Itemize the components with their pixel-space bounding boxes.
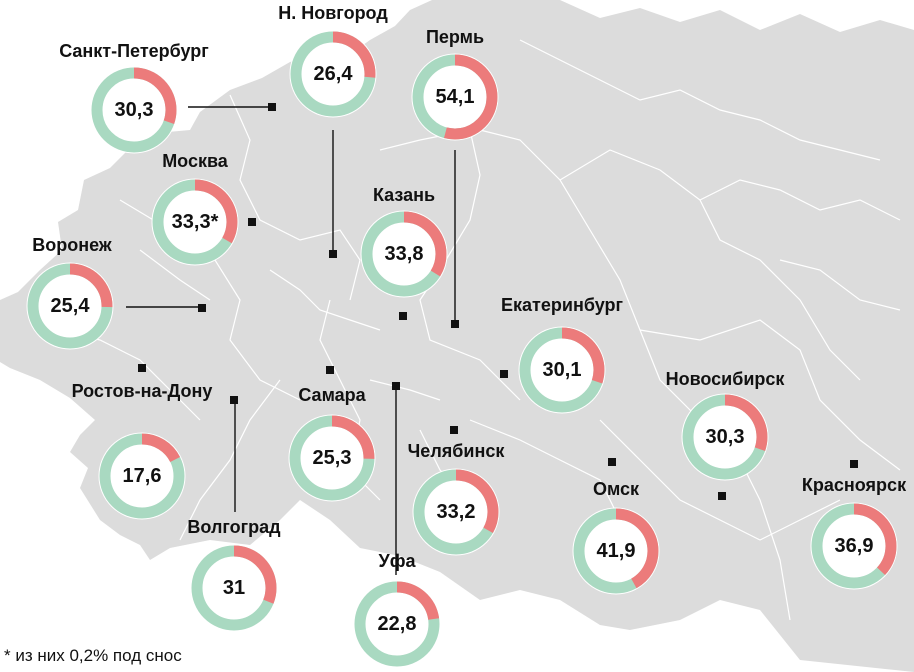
city-value-moscow: 33,3* <box>171 211 219 233</box>
city-name-nizhny-novgorod: Н. Новгород <box>278 3 388 23</box>
ring-background <box>288 414 376 502</box>
ring-share-voronezh <box>27 263 113 349</box>
city-name-perm: Пермь <box>425 27 485 47</box>
city-value-samara: 25,3 <box>312 447 352 469</box>
ring-share-krasnoyarsk <box>811 503 897 589</box>
ring-background <box>151 178 239 266</box>
ring-share-kazan <box>361 211 447 297</box>
city-marker <box>608 458 616 466</box>
ring-share-chelyabinsk <box>413 469 499 555</box>
ring-share-saint-petersburg <box>91 67 177 153</box>
city-name-kazan: Казань <box>372 185 436 205</box>
donut-rings <box>26 30 898 668</box>
city-marker <box>718 492 726 500</box>
ring-background <box>681 393 769 481</box>
ring-background <box>518 326 606 414</box>
city-name-voronezh: Воронеж <box>32 235 112 255</box>
ring-share-samara <box>289 415 375 501</box>
city-marker <box>500 370 508 378</box>
city-marker <box>392 382 400 390</box>
ring-share-rostov <box>99 433 185 519</box>
city-value-voronezh: 25,4 <box>50 295 90 317</box>
city-value-perm: 54,1 <box>435 86 475 108</box>
ring-share-perm <box>412 54 498 140</box>
city-value-krasnoyarsk: 36,9 <box>834 535 874 557</box>
city-value-yekaterinburg: 30,1 <box>542 359 582 381</box>
ring-background <box>26 262 114 350</box>
city-value-ufa: 22,8 <box>377 613 417 635</box>
city-markers <box>138 103 858 500</box>
city-marker <box>230 396 238 404</box>
city-name-ufa: Уфа <box>378 551 416 571</box>
city-name-novosibirsk: Новосибирск <box>665 369 785 389</box>
ring-background <box>190 544 278 632</box>
city-name-chelyabinsk: Челябинск <box>407 441 505 461</box>
ring-share-nizhny-novgorod <box>290 31 376 117</box>
city-marker <box>326 366 334 374</box>
city-value-nizhny-novgorod: 26,4 <box>313 63 353 85</box>
ring-background <box>412 468 500 556</box>
city-value-omsk: 41,9 <box>596 540 636 562</box>
ring-background <box>90 66 178 154</box>
ring-share-moscow <box>152 179 238 265</box>
city-name-krasnoyarsk: Красноярск <box>801 475 907 495</box>
ring-share-ufa <box>354 581 440 667</box>
city-name-rostov: Ростов-на-Дону <box>71 381 213 401</box>
city-name-samara: Самара <box>298 385 366 405</box>
city-value-kazan: 33,8 <box>384 243 424 265</box>
ring-background <box>98 432 186 520</box>
city-marker <box>450 426 458 434</box>
city-marker <box>850 460 858 468</box>
footnote: * из них 0,2% под снос <box>4 646 182 665</box>
ring-background <box>572 507 660 595</box>
ring-background <box>360 210 448 298</box>
ring-background <box>411 53 499 141</box>
ring-share-volgograd <box>191 545 277 631</box>
city-value-rostov: 17,6 <box>122 465 162 487</box>
city-name-moscow: Москва <box>162 151 228 171</box>
city-name-yekaterinburg: Екатеринбург <box>501 295 623 315</box>
city-marker <box>268 103 276 111</box>
ring-share-omsk <box>573 508 659 594</box>
city-value-saint-petersburg: 30,3 <box>114 99 154 121</box>
ring-background <box>289 30 377 118</box>
city-marker <box>399 312 407 320</box>
leader-lines <box>126 106 456 575</box>
city-marker <box>248 218 256 226</box>
city-value-novosibirsk: 30,3 <box>705 426 745 448</box>
city-marker <box>451 320 459 328</box>
city-name-omsk: Омск <box>592 479 640 499</box>
city-marker <box>138 364 146 372</box>
city-value-volgograd: 31 <box>222 577 246 599</box>
city-marker <box>329 250 337 258</box>
ring-background <box>353 580 441 668</box>
ring-background <box>810 502 898 590</box>
city-marker <box>198 304 206 312</box>
city-name-volgograd: Волгоград <box>187 517 281 537</box>
ring-share-yekaterinburg <box>519 327 605 413</box>
city-value-chelyabinsk: 33,2 <box>436 501 476 523</box>
ring-share-novosibirsk <box>682 394 768 480</box>
city-name-saint-petersburg: Санкт-Петербург <box>59 41 209 61</box>
